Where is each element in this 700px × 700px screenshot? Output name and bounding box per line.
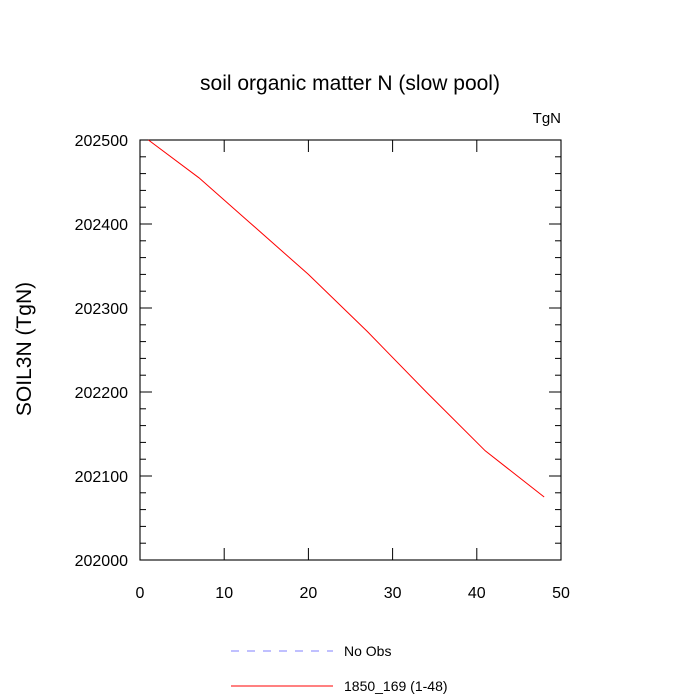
legend-label-0: No Obs xyxy=(344,643,391,659)
y-tick-label: 202500 xyxy=(75,133,128,150)
y-tick-label: 202000 xyxy=(75,553,128,570)
y-tick-label: 202100 xyxy=(75,469,128,486)
plot-frame xyxy=(139,139,562,561)
series-line-1 xyxy=(148,139,545,498)
legend: No Obs 1850_169 (1-48) xyxy=(231,643,448,694)
y-axis-label: SOIL3N (TgN) xyxy=(13,282,36,416)
x-tick-label: 30 xyxy=(384,585,402,602)
y-tick-label: 202400 xyxy=(75,217,128,234)
x-tick-label: 40 xyxy=(468,585,486,602)
y-tick-label: 202300 xyxy=(75,301,128,318)
plot-area: 0 10 20 30 40 50 202000 202100 202200 202300 20240… xyxy=(75,133,570,602)
y-tick-label: 202200 xyxy=(75,385,128,402)
x-tick-label: 20 xyxy=(300,585,318,602)
x-tick-label: 50 xyxy=(552,585,570,602)
chart-title: soil organic matter N (slow pool) xyxy=(200,72,500,95)
x-tick-label: 10 xyxy=(215,585,233,602)
x-tick-label: 0 xyxy=(136,585,145,602)
unit-label: TgN xyxy=(533,110,561,127)
legend-label-1: 1850_169 (1-48) xyxy=(344,678,448,694)
